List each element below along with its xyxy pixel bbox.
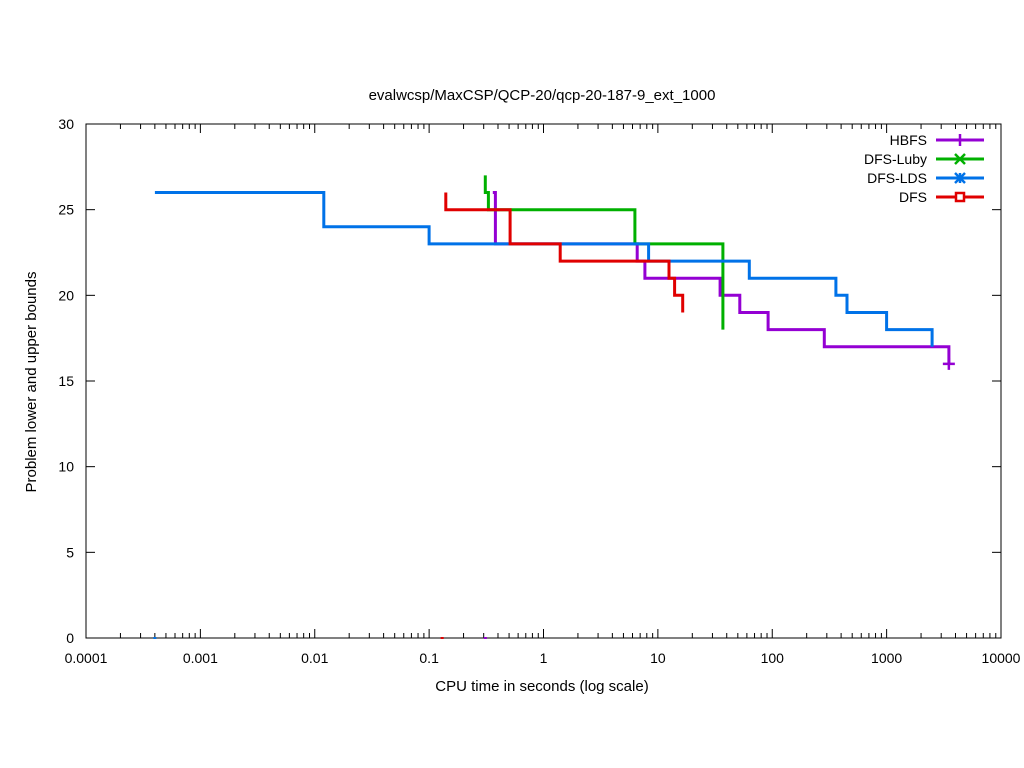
legend-item: DFS-LDS	[867, 170, 984, 186]
legend-item: HBFS	[890, 132, 984, 148]
y-tick-label: 5	[66, 544, 74, 560]
x-tick-label: 0.001	[183, 650, 218, 666]
y-tick-label: 15	[58, 373, 74, 389]
series-line	[444, 192, 685, 313]
x-tick-label: 100	[761, 650, 785, 666]
legend-marker-x	[954, 153, 966, 165]
x-tick-label: 10	[650, 650, 666, 666]
y-tick-label: 30	[58, 116, 74, 132]
x-tick-label: 10000	[982, 650, 1021, 666]
y-tick-label: 20	[58, 287, 74, 303]
plot-frame	[85, 123, 1002, 639]
series-dfs	[440, 192, 685, 639]
legend: HBFS DFS-Luby DFS-LDS DFS	[864, 132, 984, 205]
series-line	[154, 191, 934, 347]
x-axis-label: CPU time in seconds (log scale)	[435, 678, 648, 695]
x-axis-ticks: 0.0001 0.001 0.01 0.1 1 10 100 1000 10000	[65, 124, 1021, 666]
y-tick-label: 0	[66, 630, 74, 646]
legend-marker-plus	[955, 134, 965, 146]
legend-label: DFS-Luby	[864, 151, 927, 167]
series-line	[483, 175, 725, 330]
chart-title: evalwcsp/MaxCSP/QCP-20/qcp-20-187-9_ext_…	[369, 87, 716, 104]
legend-label: DFS-LDS	[867, 170, 927, 186]
x-tick-label: 0.01	[301, 650, 328, 666]
series-hbfs	[483, 191, 955, 639]
series-dfs-lds	[153, 191, 934, 639]
x-tick-label: 1	[540, 650, 548, 666]
y-axis-ticks: 0 5 10 15 20 25 30	[58, 116, 1001, 646]
x-tick-label: 1000	[871, 650, 902, 666]
legend-item: DFS-Luby	[864, 151, 984, 167]
legend-item: DFS	[899, 189, 984, 205]
series-layer	[153, 175, 955, 639]
series-line	[492, 191, 951, 364]
series-dfs-luby	[483, 175, 725, 330]
y-tick-label: 10	[58, 459, 74, 475]
legend-label: DFS	[899, 189, 927, 205]
legend-marker-square	[954, 191, 966, 203]
y-tick-label: 25	[58, 202, 74, 218]
plot-frame-border	[85, 123, 1002, 639]
legend-marker-asterisk	[954, 172, 966, 184]
y-axis-label: Problem lower and upper bounds	[23, 272, 40, 493]
x-tick-label: 0.0001	[65, 650, 108, 666]
legend-label: HBFS	[890, 132, 927, 148]
x-tick-label: 0.1	[419, 650, 439, 666]
